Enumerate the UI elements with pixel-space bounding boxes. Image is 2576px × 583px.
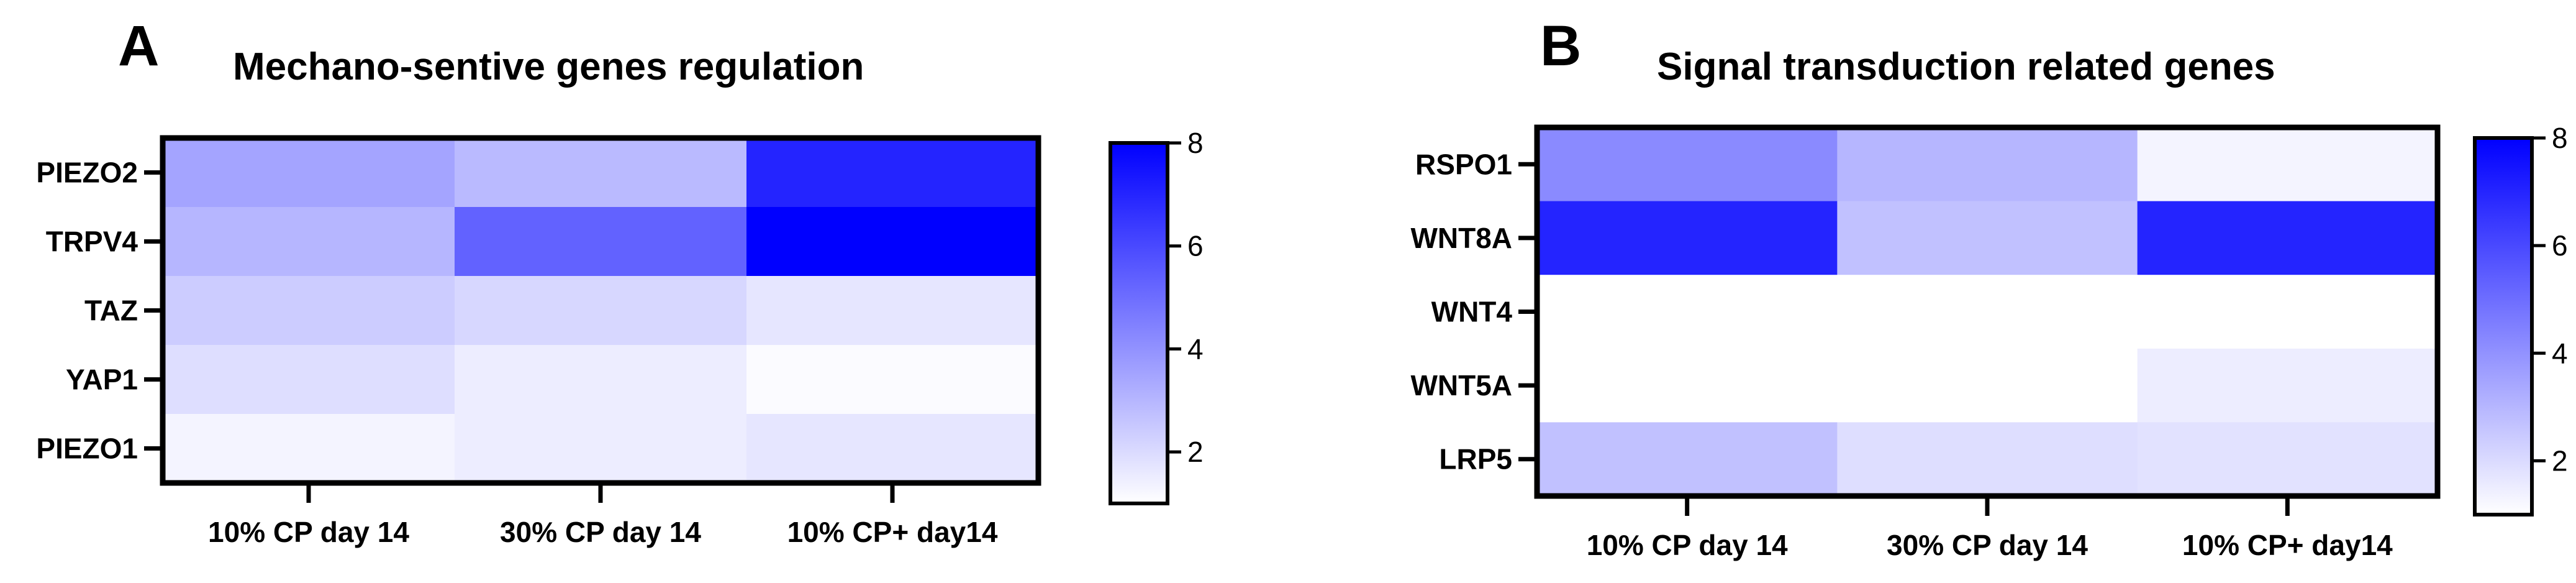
chart-title-a: Mechano-sentive genes regulation xyxy=(233,45,864,88)
heatmap-cell xyxy=(2137,422,2438,497)
heatmap-cell xyxy=(2137,275,2438,349)
heatmap-cell xyxy=(1837,275,2138,349)
panel-label-b: B xyxy=(1540,14,1581,78)
colorbar-tick-label: 6 xyxy=(2552,229,2568,262)
x-tick-label: 10% CP day 14 xyxy=(208,516,409,548)
colorbar-tick-label: 8 xyxy=(1187,127,1204,159)
heatmap-cell xyxy=(1837,348,2138,423)
heatmap-cell xyxy=(746,207,1039,277)
heatmap-cell xyxy=(1837,422,2138,497)
heatmap-cell xyxy=(455,276,747,346)
y-tick-label: PIEZO1 xyxy=(36,433,138,465)
y-tick-label: YAP1 xyxy=(66,364,138,396)
colorbar-tick-label: 6 xyxy=(1187,230,1204,262)
colorbar-tick-label: 2 xyxy=(1187,436,1204,468)
heatmap-cell xyxy=(1537,422,1838,497)
heatmap-cell xyxy=(455,345,747,415)
colorbar xyxy=(1109,141,1169,505)
colorbar-tick-label: 4 xyxy=(2552,337,2568,369)
heatmap-cell xyxy=(163,414,455,484)
heatmap-cell xyxy=(746,345,1039,415)
x-tick-label: 10% CP+ day14 xyxy=(2182,529,2393,561)
y-tick-label: TAZ xyxy=(84,295,138,327)
heatmap-cell xyxy=(455,138,747,208)
heatmap-cell xyxy=(746,414,1039,484)
y-tick-label: PIEZO2 xyxy=(36,157,138,189)
y-tick-label: WNT4 xyxy=(1431,296,1513,328)
panel-label-a: A xyxy=(118,14,159,78)
heatmap-cell xyxy=(455,207,747,277)
heatmap-cell xyxy=(2137,348,2438,423)
heatmap-cell xyxy=(1537,275,1838,349)
chart-title-b: Signal transduction related genes xyxy=(1657,45,2275,88)
heatmap-cell xyxy=(1837,127,2138,202)
heatmap-cell xyxy=(2137,127,2438,202)
heatmap-cell xyxy=(1537,127,1838,202)
y-tick-label: TRPV4 xyxy=(46,226,138,258)
heatmap-panel-a: A Mechano-sentive genes regulation PIEZO… xyxy=(36,14,1203,548)
heatmap-cell xyxy=(163,138,455,208)
colorbar-tick-label: 2 xyxy=(2552,444,2568,477)
y-tick-label: RSPO1 xyxy=(1415,148,1512,180)
heatmap-cell xyxy=(2137,201,2438,275)
heatmap-cell xyxy=(163,207,455,277)
heatmap-cell xyxy=(746,276,1039,346)
heatmap-cell xyxy=(455,414,747,484)
heatmap-cell xyxy=(163,276,455,346)
y-tick-label: WNT8A xyxy=(1410,222,1512,254)
y-tick-label: LRP5 xyxy=(1439,443,1512,475)
colorbar-tick-label: 4 xyxy=(1187,333,1204,365)
x-tick-label: 30% CP day 14 xyxy=(1887,529,2088,561)
y-tick-label: WNT5A xyxy=(1410,369,1512,402)
x-tick-label: 10% CP+ day14 xyxy=(787,516,998,548)
colorbar-tick-label: 8 xyxy=(2552,122,2568,154)
heatmap-cell xyxy=(1837,201,2138,275)
x-tick-label: 10% CP day 14 xyxy=(1587,529,1788,561)
heatmap-cell xyxy=(163,345,455,415)
heatmap-cell xyxy=(746,138,1039,208)
heatmap-cell xyxy=(1537,201,1838,275)
heatmap-cell xyxy=(1537,348,1838,423)
colorbar xyxy=(2473,136,2534,516)
x-tick-label: 30% CP day 14 xyxy=(500,516,701,548)
heatmap-panel-b: B Signal transduction related genes RSPO… xyxy=(1410,14,2567,561)
